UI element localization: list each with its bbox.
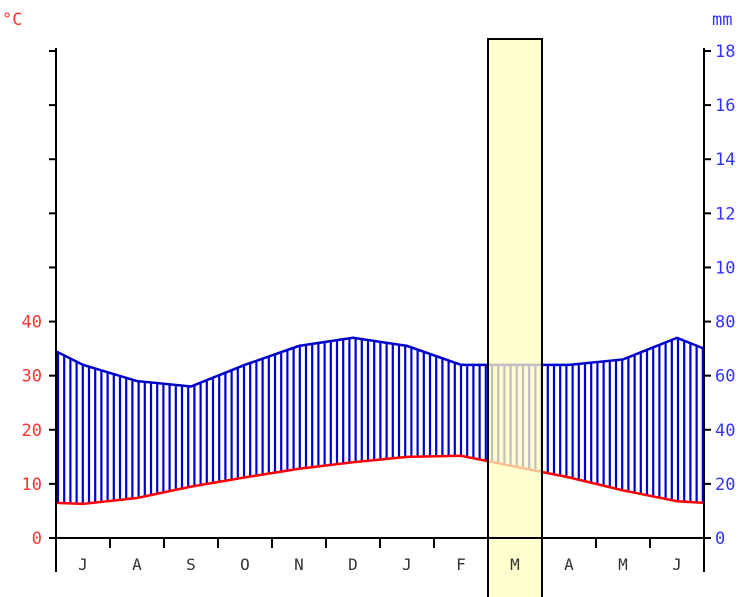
precipitation-tick-label: 12 xyxy=(715,204,735,224)
precipitation-line xyxy=(55,336,705,388)
precipitation-tick-label: 0 xyxy=(715,529,725,549)
month-label: O xyxy=(240,555,250,574)
temperature-tick-label: 10 xyxy=(22,475,42,495)
month-label: F xyxy=(456,555,466,574)
month-label: J xyxy=(672,555,682,574)
temperature-line xyxy=(55,454,705,506)
month-label: J xyxy=(402,555,412,574)
month-label: M xyxy=(618,555,628,574)
month-label: D xyxy=(348,555,358,574)
precipitation-tick-label: 80 xyxy=(715,313,735,333)
precipitation-tick-label: 14 xyxy=(715,150,735,170)
precipitation-tick-label: 18 xyxy=(715,42,735,62)
temperature-tick-label: 30 xyxy=(22,367,42,387)
temperature-unit-label: °C xyxy=(2,10,22,30)
temperature-tick-label: 0 xyxy=(32,529,42,549)
month-label: M xyxy=(510,555,520,574)
month-label: A xyxy=(132,555,142,574)
precipitation-tick-label: 10 xyxy=(715,258,735,278)
month-label: J xyxy=(78,555,88,574)
precipitation-tick-label: 20 xyxy=(715,475,735,495)
axes: 0 10 20 30 40 0 20 40 60 80 10 12 14 16 18 J A S O N D J F M A M J xyxy=(22,42,736,574)
current-month-highlight xyxy=(487,38,543,597)
precipitation-tick-label: 60 xyxy=(715,367,735,387)
precipitation-tick-label: 16 xyxy=(715,96,735,116)
month-label: A xyxy=(564,555,574,574)
month-label: S xyxy=(186,555,196,574)
precipitation-hatching xyxy=(56,338,704,504)
temperature-tick-label: 40 xyxy=(22,313,42,333)
precipitation-tick-label: 40 xyxy=(715,421,735,441)
precipitation-unit-label: mm xyxy=(712,10,732,30)
month-label: N xyxy=(294,555,304,574)
temperature-tick-label: 20 xyxy=(22,421,42,441)
